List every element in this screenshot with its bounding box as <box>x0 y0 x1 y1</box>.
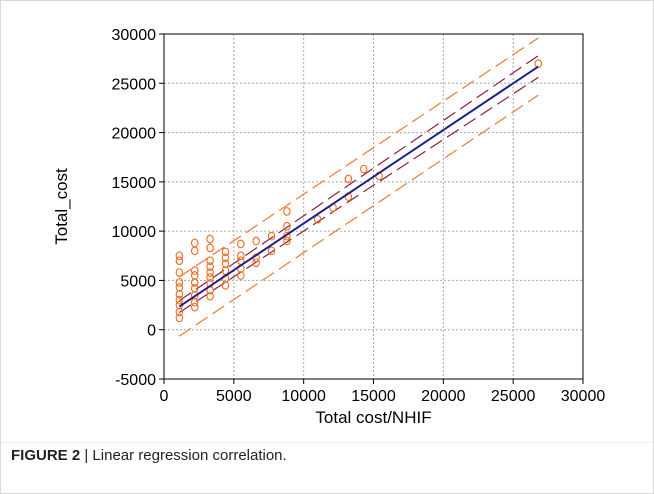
data-point <box>267 246 276 256</box>
data-point <box>252 236 260 246</box>
data-point <box>206 262 214 271</box>
y-tick-label: 20000 <box>112 126 157 143</box>
confidence-lower-line <box>179 76 539 313</box>
data-point <box>237 239 245 249</box>
y-tick-label: 15000 <box>112 175 157 192</box>
data-point <box>206 234 214 244</box>
scatter-plot: 0 5000 10000 15000 20000 25000 30000 -50000500… <box>52 27 606 427</box>
data-point <box>221 259 230 269</box>
y-tick-label: 30000 <box>112 27 157 44</box>
x-tick-label: 5000 <box>216 388 252 405</box>
data-point <box>190 271 199 280</box>
data-point <box>175 289 184 299</box>
figure-caption: FIGURE 2 | Linear regression correlation… <box>11 447 287 464</box>
data-point <box>267 231 276 241</box>
data-point <box>175 268 184 277</box>
x-tick-labels: 0 5000 10000 15000 20000 25000 30000 <box>160 388 606 405</box>
data-point <box>190 278 199 287</box>
prediction-lower-line <box>179 94 539 337</box>
data-point <box>237 251 245 261</box>
x-tick-label: 0 <box>160 388 169 405</box>
x-tick-label: 30000 <box>561 388 606 405</box>
data-point <box>175 307 184 317</box>
grid-lines <box>164 34 583 379</box>
x-tick-label: 20000 <box>421 388 466 405</box>
data-point <box>221 247 230 257</box>
data-point <box>190 266 199 275</box>
data-point <box>175 295 184 305</box>
data-point <box>283 221 291 231</box>
data-point <box>252 258 260 268</box>
data-point <box>534 59 543 68</box>
data-point <box>175 313 184 323</box>
data-point <box>359 164 368 174</box>
caption-text: Linear regression correlation. <box>92 447 287 464</box>
data-point <box>206 273 214 282</box>
caption-label: FIGURE 2 <box>11 447 81 464</box>
data-point <box>283 236 291 246</box>
y-tick-label: -5000 <box>115 372 156 389</box>
data-point <box>221 281 230 290</box>
data-point <box>206 291 214 301</box>
data-point <box>190 283 199 293</box>
data-point <box>313 214 322 224</box>
data-point <box>206 243 214 253</box>
y-axis-title: Total_cost <box>52 168 71 245</box>
y-tick-label: 0 <box>147 323 156 340</box>
x-tick-label: 15000 <box>351 388 396 405</box>
data-point <box>221 266 230 275</box>
confidence-upper-line <box>179 55 539 302</box>
data-point <box>175 256 184 266</box>
x-axis-title: Total cost/NHIF <box>315 408 431 427</box>
tick-marks <box>159 33 584 384</box>
caption-separator: | <box>80 447 93 464</box>
caption-divider <box>1 442 653 443</box>
data-point <box>344 174 353 184</box>
data-point <box>175 282 184 292</box>
data-point <box>206 268 214 277</box>
data-point <box>175 251 184 261</box>
data-point <box>206 256 214 266</box>
data-points <box>175 59 543 323</box>
data-point <box>190 297 199 307</box>
y-tick-label: 10000 <box>112 224 157 241</box>
y-tick-labels: -5000 0 5000 10000 15000 20000 25000 30000 <box>112 27 157 389</box>
data-point <box>283 207 291 216</box>
regression-line <box>178 65 539 308</box>
x-tick-label: 25000 <box>491 388 536 405</box>
prediction-upper-line <box>179 37 539 278</box>
data-point <box>221 253 230 263</box>
data-point <box>190 302 199 312</box>
data-point <box>190 238 199 248</box>
data-point <box>190 246 199 256</box>
y-tick-label: 25000 <box>112 76 157 93</box>
regression-fit <box>178 65 539 308</box>
x-tick-label: 10000 <box>281 388 326 405</box>
y-tick-label: 5000 <box>120 273 156 290</box>
data-point <box>175 278 184 287</box>
data-point <box>237 271 245 280</box>
